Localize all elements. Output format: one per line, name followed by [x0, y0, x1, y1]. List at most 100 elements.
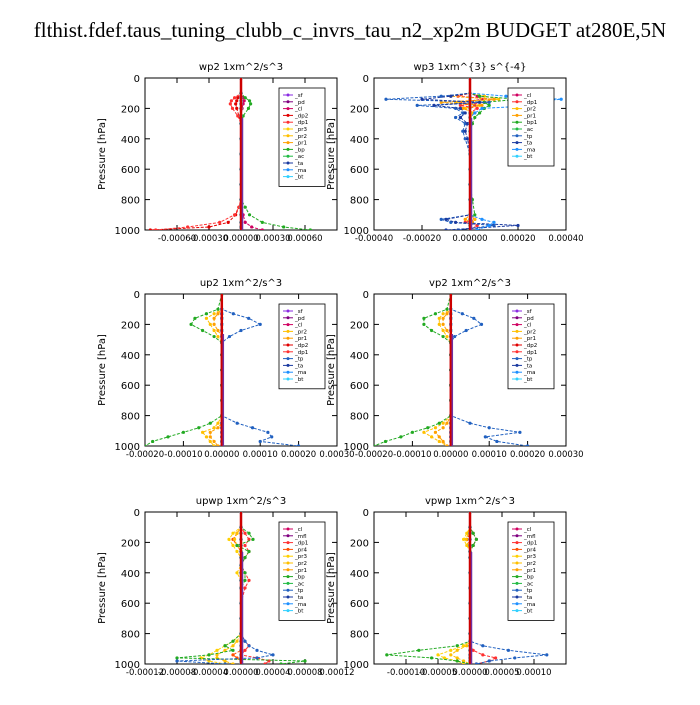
- data-point: [462, 659, 466, 663]
- x-tick-label: 0.00040: [548, 234, 583, 244]
- y-tick-label: 0: [134, 290, 140, 301]
- data-point: [255, 656, 259, 660]
- data-point: [478, 94, 482, 98]
- data-point: [243, 648, 247, 652]
- data-point: [487, 103, 491, 107]
- y-tick-label: 600: [350, 381, 369, 392]
- legend-marker: [515, 316, 519, 320]
- legend-label: _ma: [294, 168, 306, 174]
- data-point: [455, 648, 459, 652]
- y-tick-label: 0: [363, 508, 369, 519]
- data-point: [235, 421, 239, 425]
- plot-area: [148, 78, 312, 230]
- legend-label: _pr3: [294, 127, 308, 133]
- legend-label: _pr2: [523, 561, 536, 567]
- data-point: [461, 129, 465, 133]
- y-tick-label: 1000: [344, 442, 369, 453]
- legend-marker: [286, 120, 290, 124]
- data-point: [463, 111, 467, 115]
- data-point: [223, 644, 227, 648]
- data-point: [145, 444, 147, 446]
- y-tick-label: 400: [121, 351, 140, 362]
- data-point: [266, 430, 270, 434]
- legend-marker: [515, 141, 519, 145]
- data-point: [148, 228, 152, 230]
- data-point: [235, 639, 239, 643]
- series-line-dp2: [150, 78, 242, 230]
- legend-marker: [286, 357, 290, 361]
- legend-marker: [515, 377, 519, 381]
- data-point: [449, 648, 453, 652]
- data-point: [441, 316, 445, 320]
- data-point: [242, 99, 246, 103]
- legend: _sf_pd_cl_pr2_pr1_dp2_dp1_tp_ta_ma_bt: [278, 303, 326, 390]
- legend-marker: [515, 595, 519, 599]
- legend-marker: [286, 309, 290, 313]
- data-point: [463, 129, 467, 133]
- legend-marker: [515, 350, 519, 354]
- x-tick-label: -0.00010: [164, 450, 202, 460]
- data-point: [472, 316, 476, 320]
- data-point: [474, 537, 478, 541]
- data-point: [212, 426, 216, 430]
- data-point: [216, 444, 220, 446]
- data-point: [455, 644, 459, 648]
- data-point: [246, 106, 251, 110]
- data-point: [212, 316, 216, 320]
- y-tick-label: 0: [134, 74, 140, 85]
- legend: _cl_dp1_pr2_pr1_bp1_ac_tp_ta_ma_bt: [507, 87, 555, 167]
- legend-label: _cl: [294, 323, 303, 329]
- data-point: [199, 656, 203, 660]
- series-line-dp1: [155, 78, 242, 230]
- legend-marker: [286, 527, 290, 531]
- y-tick-label: 800: [121, 630, 140, 641]
- chart-title: upwp 1xm^2/s^3: [196, 496, 286, 507]
- data-point: [186, 225, 190, 229]
- x-tick-label: -0.00008: [158, 668, 196, 678]
- data-point: [271, 653, 275, 657]
- legend: _cl_mfl_dp1_pr4_pr3_pr2_pr1_bp_ac_tp_ta_…: [507, 521, 555, 621]
- x-tick-label: 0.00000: [223, 234, 258, 244]
- y-tick-label: 800: [121, 412, 140, 423]
- data-point: [445, 312, 449, 316]
- data-point: [526, 444, 530, 446]
- x-tick-label: -0.00004: [190, 668, 228, 678]
- data-point: [197, 426, 201, 430]
- legend-marker: [515, 588, 519, 592]
- data-point: [399, 435, 403, 439]
- legend-label: _ma: [523, 370, 535, 376]
- y-tick-label: 0: [134, 508, 140, 519]
- data-point: [422, 430, 426, 434]
- series-line-pr1: [441, 78, 495, 230]
- data-point: [449, 653, 453, 657]
- plot-area: [385, 512, 549, 664]
- legend-marker: [515, 147, 519, 151]
- data-point: [433, 430, 438, 434]
- legend-marker: [515, 154, 519, 158]
- legend-label: _pr1: [523, 336, 536, 342]
- data-point: [481, 644, 485, 648]
- legend-label: _pr2: [294, 134, 307, 140]
- y-tick-label: 600: [350, 165, 369, 176]
- legend-marker: [286, 602, 290, 606]
- legend-label: _bt: [523, 609, 533, 615]
- data-point: [223, 662, 227, 664]
- x-tick-label: 0.00030: [548, 450, 583, 460]
- legend-marker: [286, 154, 290, 158]
- legend-label: _dp1: [294, 120, 308, 126]
- data-point: [247, 531, 251, 535]
- series-line-pr3: [199, 512, 242, 664]
- legend-label: _ac: [294, 154, 304, 160]
- data-point: [458, 103, 462, 107]
- data-point: [235, 549, 239, 554]
- legend-label: _sf: [523, 309, 533, 315]
- data-point: [445, 328, 449, 333]
- x-tick-label: -0.00010: [393, 450, 431, 460]
- data-point: [422, 316, 426, 320]
- legend-label: _bp: [523, 575, 534, 581]
- data-point: [497, 97, 501, 101]
- data-point: [228, 102, 232, 106]
- data-point: [215, 653, 219, 657]
- legend-label: _ta: [523, 141, 532, 147]
- legend-marker: [515, 93, 519, 97]
